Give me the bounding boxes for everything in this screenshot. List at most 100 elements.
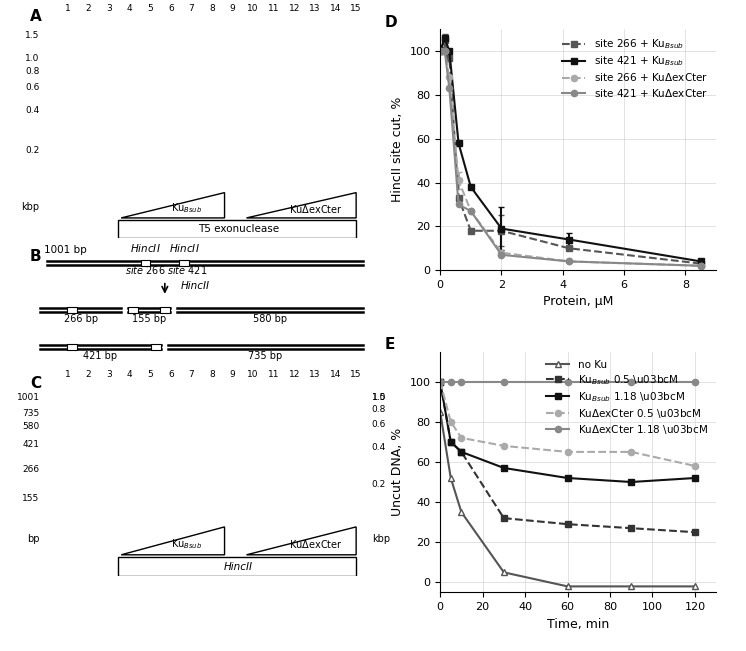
Bar [348,407,365,411]
Bar [144,424,157,429]
Text: 5: 5 [148,370,153,379]
Y-axis label: Uncut DNA, %: Uncut DNA, % [391,428,404,516]
Bar [123,411,136,417]
Bar [59,395,77,400]
Text: D: D [385,15,398,30]
Bar [309,411,322,417]
Bar [67,307,77,313]
Bar [288,467,301,472]
Bar [103,496,116,501]
Bar [160,307,170,313]
Text: 1: 1 [65,370,71,379]
Text: 155 bp: 155 bp [132,314,166,324]
Bar [59,85,77,90]
Bar [268,442,280,447]
Bar [268,496,280,501]
Bar [226,442,239,447]
Text: 1.5: 1.5 [25,31,40,40]
Bar [59,467,77,472]
Bar [288,411,301,417]
Bar [268,411,280,417]
Bar [268,467,280,472]
Bar [165,467,177,472]
Bar [309,496,322,501]
Bar [151,344,161,350]
Bar [103,467,116,472]
Bar [141,260,151,266]
Text: 735: 735 [22,409,40,419]
Bar [82,411,95,417]
Bar [348,445,365,449]
Text: Ku$_{\it{Bsub}}$: Ku$_{\it{Bsub}}$ [172,536,203,551]
Text: 14: 14 [330,370,341,379]
Text: 14: 14 [330,4,341,13]
Bar [59,68,77,74]
Text: $\it{HincII}$: $\it{HincII}$ [130,242,161,254]
Bar [59,424,77,429]
Bar [206,55,219,61]
Text: 0.8: 0.8 [25,66,40,76]
Text: 0.4: 0.4 [372,443,386,452]
Text: 735 bp: 735 bp [248,351,282,361]
Legend: no Ku, Ku$_{\it{Bsub}}$ 0.5 \u03bcM, Ku$_{\it{Bsub}}$ 1.18 \u03bcM, Ku$\Delta$ex: no Ku, Ku$_{\it{Bsub}}$ 0.5 \u03bcM, Ku$… [543,357,711,439]
X-axis label: Time, min: Time, min [547,618,609,631]
Bar [247,424,260,429]
Bar [103,442,116,447]
Y-axis label: HincII site cut, %: HincII site cut, % [391,97,404,202]
Bar [185,424,198,429]
Bar [309,467,322,472]
Text: 421 bp: 421 bp [83,351,117,361]
Bar [59,496,77,501]
Text: 9: 9 [230,4,236,13]
Bar [59,108,77,114]
Bar [309,424,322,429]
Bar [82,467,95,472]
Text: 13: 13 [309,4,321,13]
Bar [165,442,177,447]
Bar [82,55,95,61]
Text: C: C [31,376,42,391]
Bar [144,467,157,472]
Text: 5: 5 [148,4,153,13]
Bar [329,442,342,447]
Text: 10: 10 [248,4,259,13]
Text: 0.8: 0.8 [372,405,386,414]
Bar [118,557,356,576]
Bar [103,411,116,417]
Bar [268,424,280,429]
Bar [179,260,189,266]
Text: 0.6: 0.6 [372,421,386,430]
Bar [144,442,157,447]
Text: 0.2: 0.2 [372,480,386,490]
Bar [226,55,239,61]
Text: 1001 bp: 1001 bp [43,245,87,255]
Bar [288,442,301,447]
Text: B: B [30,249,41,264]
Bar [185,442,198,447]
Text: 4: 4 [127,370,133,379]
Bar [185,55,198,61]
Text: E: E [385,337,395,352]
Text: 10: 10 [248,370,259,379]
Text: 421: 421 [22,440,40,449]
Text: 580 bp: 580 bp [253,314,287,324]
Bar [144,411,157,417]
Bar [123,467,136,472]
Bar [329,55,342,61]
Text: $\it{HincII}$: $\it{HincII}$ [169,242,199,254]
Bar [185,496,198,501]
Bar [226,424,239,429]
Bar [165,424,177,429]
Text: HincII: HincII [224,562,253,572]
Bar [247,411,260,417]
X-axis label: Protein, μM: Protein, μM [543,296,613,309]
Text: 7: 7 [189,4,194,13]
Bar [185,411,198,417]
Bar [59,148,77,154]
Text: 11: 11 [268,370,280,379]
Text: kbp: kbp [372,534,390,544]
Bar [144,496,157,501]
Bar [348,395,365,400]
Bar [226,467,239,472]
Bar [206,496,219,501]
